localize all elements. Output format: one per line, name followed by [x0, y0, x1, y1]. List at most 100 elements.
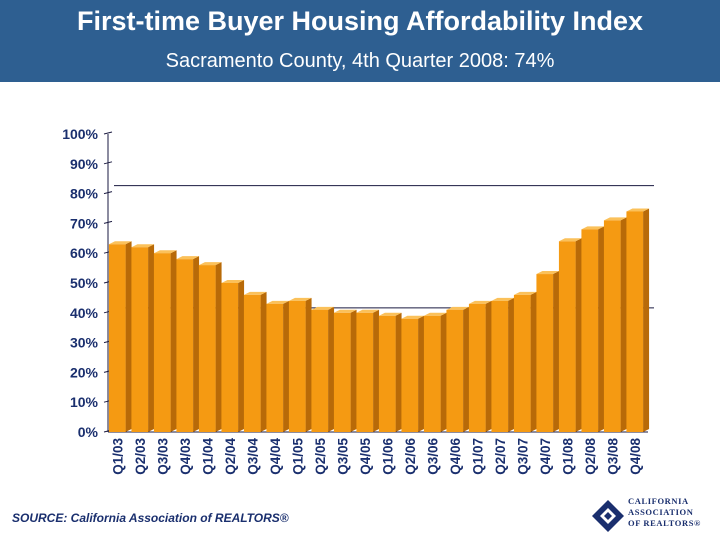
- y-tick-label: 90%: [70, 156, 99, 172]
- bar-top: [401, 315, 425, 319]
- bar: [603, 220, 621, 432]
- bar: [288, 300, 306, 432]
- y-tick-label: 100%: [62, 126, 98, 142]
- bar-side: [620, 217, 627, 432]
- bar-side: [598, 226, 605, 432]
- bar: [356, 312, 374, 432]
- bar-top: [108, 241, 132, 245]
- x-tick-label: Q4/03: [178, 438, 193, 475]
- bar: [311, 309, 329, 432]
- bar-side: [305, 297, 312, 432]
- bar: [401, 318, 419, 432]
- x-tick-label: Q4/07: [538, 438, 553, 475]
- x-tick-label: Q1/03: [110, 438, 125, 475]
- bar-top: [131, 244, 155, 248]
- bar: [491, 300, 509, 432]
- bar-top: [513, 291, 537, 295]
- bar: [468, 303, 486, 432]
- bar-side: [215, 262, 222, 432]
- bar-top: [536, 271, 560, 275]
- x-tick-label: Q2/05: [313, 438, 328, 475]
- page-subtitle: Sacramento County, 4th Quarter 2008: 74%: [165, 50, 555, 72]
- bar: [243, 294, 261, 432]
- x-tick-label: Q4/05: [358, 438, 373, 475]
- bar: [131, 247, 149, 432]
- bar-side: [260, 291, 267, 432]
- y-tick-label: 60%: [70, 245, 99, 261]
- bar-top: [423, 312, 447, 316]
- bar-side: [125, 241, 132, 432]
- bar-side: [575, 238, 582, 432]
- header-banner: First-time Buyer Housing Affordability I…: [0, 0, 720, 82]
- x-tick-label: Q3/06: [425, 438, 440, 475]
- logo-text: CALIFORNIA ASSOCIATION OF REALTORS®: [628, 496, 701, 529]
- car-logo: CALIFORNIA ASSOCIATION OF REALTORS®: [588, 492, 714, 536]
- x-tick-label: Q3/08: [605, 438, 620, 475]
- bar-side: [395, 312, 402, 432]
- bar: [513, 294, 531, 432]
- source-note: SOURCE: California Association of REALTO…: [12, 511, 289, 525]
- bar-top: [221, 280, 245, 283]
- page-title: First-time Buyer Housing Affordability I…: [76, 6, 644, 36]
- bar: [176, 259, 194, 432]
- bar: [581, 229, 599, 432]
- house-logo-icon: [592, 500, 624, 532]
- x-tick-label: Q4/06: [448, 438, 463, 475]
- bar-top: [243, 291, 267, 295]
- bar: [333, 312, 351, 432]
- bar-side: [530, 291, 537, 432]
- y-tick-label: 20%: [70, 364, 99, 380]
- bar-top: [581, 226, 605, 230]
- bar: [108, 244, 126, 432]
- bar-top: [491, 297, 515, 301]
- logo-line-1: CALIFORNIA: [628, 496, 689, 506]
- bar-top: [311, 306, 335, 310]
- bar-side: [350, 309, 357, 432]
- x-tick-label: Q1/05: [290, 438, 305, 475]
- x-tick-label: Q2/08: [583, 438, 598, 475]
- bar-top: [333, 309, 357, 313]
- bar: [198, 265, 216, 432]
- bar: [378, 315, 396, 432]
- bar-top: [176, 256, 200, 260]
- bar-top: [558, 238, 582, 242]
- bar-side: [238, 280, 245, 432]
- x-tick-label: Q2/04: [223, 438, 238, 475]
- y-tick-label: 80%: [70, 186, 99, 202]
- x-tick-label: Q2/03: [133, 438, 148, 475]
- logo-line-3: OF REALTORS®: [628, 518, 701, 528]
- x-tick-label: Q3/03: [155, 438, 170, 475]
- y-tick-label: 30%: [70, 335, 99, 351]
- bar-side: [440, 312, 447, 432]
- y-tick-label: 40%: [70, 305, 99, 321]
- bar-top: [356, 309, 380, 313]
- bar-top: [468, 300, 492, 304]
- bar-side: [283, 300, 290, 432]
- y-tick: [103, 220, 113, 224]
- logo-line-2: ASSOCIATION: [628, 507, 694, 517]
- bar: [221, 283, 239, 432]
- x-tick-label: Q1/07: [470, 438, 485, 475]
- bar-top: [288, 297, 312, 301]
- bar: [153, 253, 171, 432]
- y-tick-label: 0%: [78, 424, 99, 440]
- y-tick: [103, 161, 113, 165]
- bar-side: [485, 300, 492, 432]
- x-tick-label: Q4/04: [268, 438, 283, 475]
- x-tick-label: Q3/05: [335, 438, 350, 475]
- bar-chart: 0% 10% 20% 30% 40% 50% 60% 70% 80% 90% 100% Q1/03 Q2…: [62, 126, 654, 475]
- bar: [266, 303, 284, 432]
- bar-top: [603, 217, 627, 221]
- bar: [536, 274, 554, 432]
- bar-top: [626, 208, 650, 212]
- bar-side: [508, 297, 515, 432]
- bar-side: [418, 315, 425, 432]
- y-tick: [103, 191, 113, 195]
- bar-side: [643, 208, 650, 432]
- y-tick-label: 10%: [70, 394, 99, 410]
- y-tick-label: 70%: [70, 215, 99, 231]
- x-tick-label: Q2/06: [403, 438, 418, 475]
- y-tick: [103, 131, 113, 135]
- bar-side: [193, 256, 200, 432]
- bar-side: [553, 271, 560, 432]
